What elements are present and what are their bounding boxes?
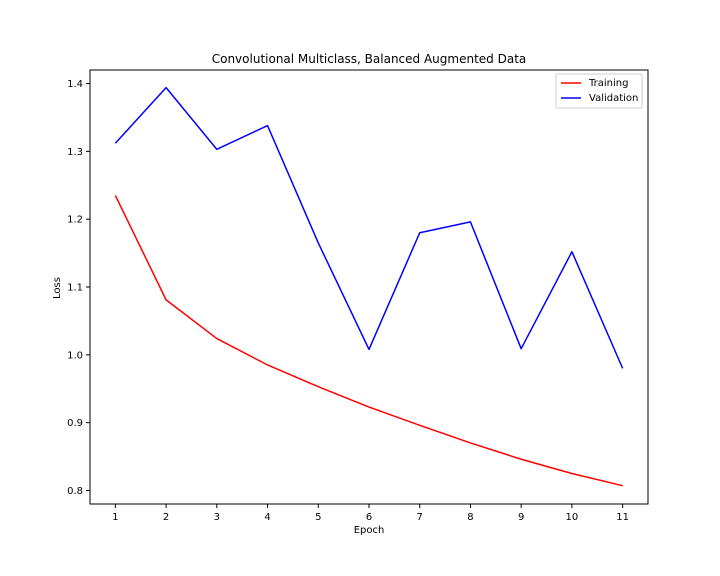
x-tick-label: 1	[112, 512, 118, 523]
x-tick-label: 6	[366, 512, 372, 523]
x-tick-label: 4	[264, 512, 270, 523]
x-tick-label: 5	[315, 512, 321, 523]
y-tick-label: 1.1	[67, 283, 83, 294]
x-tick-label: 8	[467, 512, 473, 523]
y-axis: 0.8 0.9 1.0 1.1 1.2 1.3 1.4	[67, 79, 90, 497]
y-tick-label: 1.0	[67, 350, 83, 361]
legend: Training Validation	[555, 73, 643, 109]
x-tick-label: 3	[214, 512, 220, 523]
legend-label-validation: Validation	[589, 93, 638, 104]
chart-title: Convolutional Multiclass, Balanced Augme…	[212, 52, 527, 66]
x-tick-label: 2	[163, 512, 169, 523]
x-tick-label: 9	[518, 512, 524, 523]
x-axis-label: Epoch	[354, 525, 385, 536]
x-tick-label: 7	[417, 512, 423, 523]
x-tick-label: 10	[566, 512, 579, 523]
series-lines	[114, 86, 624, 487]
series-line-training	[114, 195, 623, 487]
y-tick-label: 0.8	[67, 486, 83, 497]
plot-frame	[89, 69, 649, 505]
legend-label-training: Training	[588, 78, 628, 89]
x-tick-label: 11	[616, 512, 629, 523]
y-axis-label: Loss	[52, 277, 63, 299]
y-tick-label: 0.9	[67, 418, 83, 429]
plot-area	[89, 69, 649, 505]
x-axis: 1 2 3 4 5 6 7 8 9 10 11	[112, 504, 629, 523]
y-tick-label: 1.3	[67, 147, 83, 158]
y-tick-label: 1.4	[67, 79, 83, 90]
y-tick-label: 1.2	[67, 215, 83, 226]
series-line-validation	[114, 86, 624, 369]
